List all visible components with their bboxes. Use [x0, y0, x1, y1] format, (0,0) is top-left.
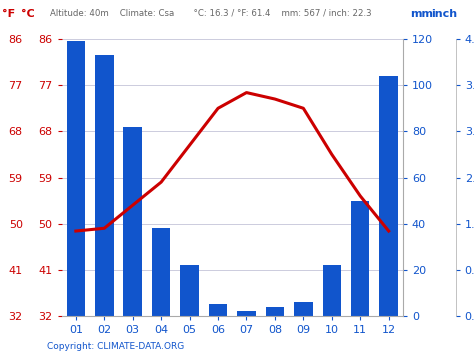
Bar	[180, 265, 199, 316]
Bar	[152, 228, 170, 316]
Bar	[237, 311, 255, 316]
Bar	[294, 302, 312, 316]
Bar	[123, 127, 142, 316]
Text: Copyright: CLIMATE-DATA.ORG: Copyright: CLIMATE-DATA.ORG	[47, 343, 185, 351]
Bar	[351, 201, 369, 316]
Bar	[209, 305, 227, 316]
Text: °F: °F	[2, 9, 16, 19]
Text: °C: °C	[21, 9, 35, 19]
Bar	[95, 55, 113, 316]
Bar	[322, 265, 341, 316]
Text: mm: mm	[410, 9, 433, 19]
Text: Altitude: 40m    Climate: Csa       °C: 16.3 / °F: 61.4    mm: 567 / inch: 22.3: Altitude: 40m Climate: Csa °C: 16.3 / °F…	[50, 9, 372, 18]
Bar	[265, 307, 284, 316]
Text: inch: inch	[431, 9, 457, 19]
Bar	[379, 76, 398, 316]
Bar	[66, 42, 85, 316]
